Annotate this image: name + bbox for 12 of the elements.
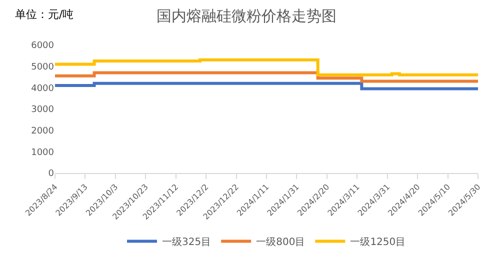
legend-label: 一级325目 <box>162 236 212 248</box>
y-tick-label: 5000 <box>31 62 54 72</box>
chart-title: 国内熔融硅微粉价格走势图 <box>156 8 336 26</box>
y-tick-label: 2000 <box>31 126 54 136</box>
y-tick-label: 1000 <box>31 148 54 158</box>
y-tick-label: 4000 <box>31 84 54 94</box>
y-tick-label: 3000 <box>31 105 54 116</box>
text: 单位：元/吨 <box>15 8 74 21</box>
y-tick-label: 6000 <box>31 41 54 52</box>
legend-label: 一级800目 <box>256 236 306 248</box>
y-tick-label: 0 <box>48 169 54 180</box>
legend-label: 一级1250目 <box>350 236 406 248</box>
